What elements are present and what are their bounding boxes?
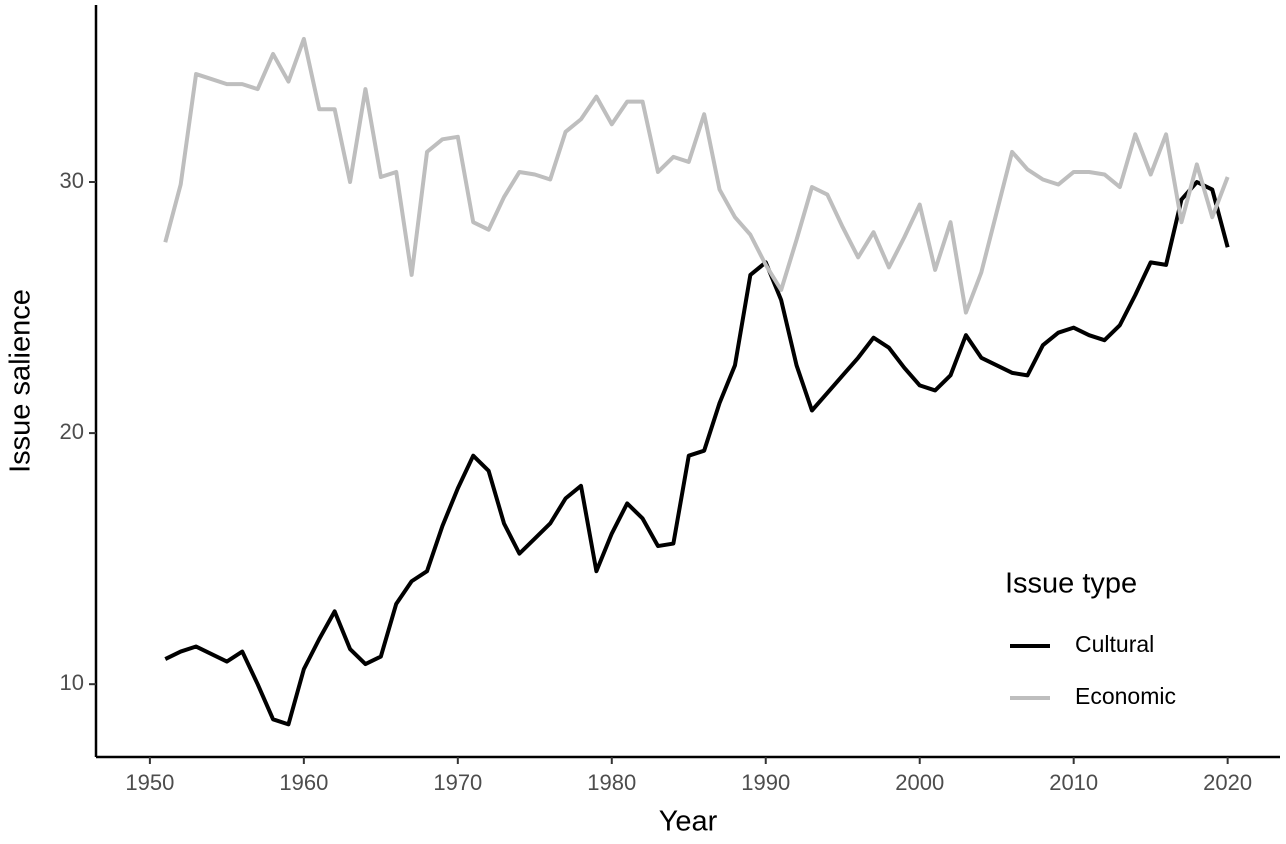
y-tick-label: 10 <box>60 670 84 695</box>
x-tick-label: 2000 <box>895 770 944 795</box>
y-tick-label: 30 <box>60 168 84 193</box>
x-tick-label: 1980 <box>587 770 636 795</box>
y-tick-label: 20 <box>60 419 84 444</box>
x-tick-label: 1950 <box>125 770 174 795</box>
series-line <box>163 36 1230 315</box>
x-tick-label: 1960 <box>279 770 328 795</box>
x-tick-label: 1990 <box>741 770 790 795</box>
legend-label: Economic <box>1075 683 1176 709</box>
y-axis-title: Issue salience <box>5 289 37 473</box>
legend-label: Cultural <box>1075 631 1154 657</box>
series-line <box>164 180 1230 727</box>
x-tick-label: 2010 <box>1049 770 1098 795</box>
x-tick-label: 2020 <box>1203 770 1252 795</box>
legend-title: Issue type <box>1005 568 1137 600</box>
x-tick-label: 1970 <box>433 770 482 795</box>
x-axis-title: Year <box>659 806 718 838</box>
